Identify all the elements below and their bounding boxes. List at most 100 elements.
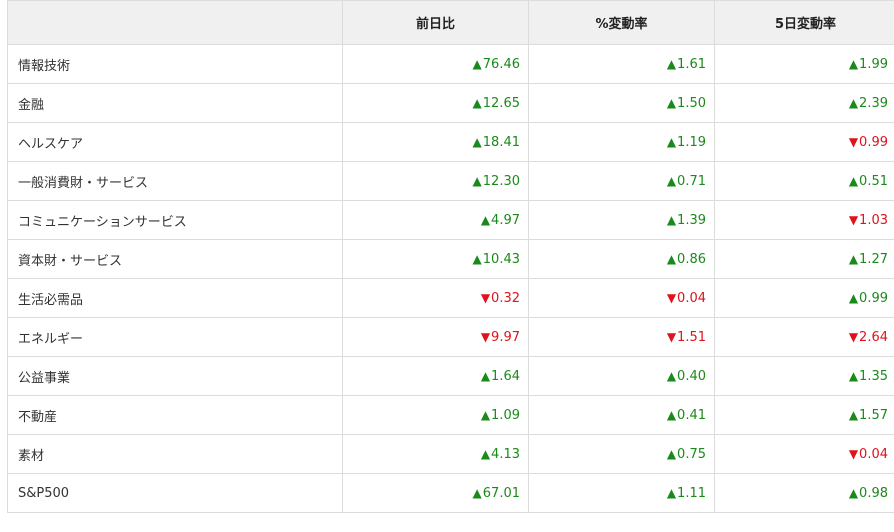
sector-name[interactable]: コミュニケーションサービス	[7, 200, 343, 240]
five-day-change-value: 0.99	[859, 290, 888, 306]
triangle-up-icon: ▲	[666, 446, 677, 461]
triangle-up-icon: ▲	[848, 290, 859, 305]
table-row[interactable]: 一般消費財・サービス ▲12.30 ▲0.71 ▲0.51	[7, 161, 894, 201]
five-day-change-value-cell: ▲1.27	[714, 239, 894, 279]
pct-change-value: 0.75	[677, 446, 706, 462]
triangle-up-icon: ▲	[666, 368, 677, 383]
table-body: 情報技術 ▲76.46 ▲1.61 ▲1.99 金融 ▲12.65 ▲1.50 ▲2.39 ヘル…	[7, 44, 894, 513]
change-value: 9.97	[491, 329, 520, 345]
triangle-up-icon: ▲	[472, 485, 482, 500]
five-day-change-value-cell: ▼0.99	[714, 122, 894, 162]
table-row[interactable]: 資本財・サービス ▲10.43 ▲0.86 ▲1.27	[7, 239, 894, 279]
triangle-up-icon: ▲	[666, 212, 677, 227]
triangle-up-icon: ▲	[666, 173, 677, 188]
triangle-up-icon: ▲	[480, 212, 491, 227]
five-day-change-value: 0.51	[859, 173, 888, 189]
change-value: 67.01	[482, 485, 520, 501]
table-row[interactable]: 情報技術 ▲76.46 ▲1.61 ▲1.99	[7, 44, 894, 84]
five-day-change-value: 0.04	[859, 446, 888, 462]
triangle-up-icon: ▲	[666, 134, 677, 149]
triangle-down-icon: ▼	[848, 134, 859, 149]
triangle-up-icon: ▲	[848, 251, 859, 266]
change-value: 18.41	[482, 134, 520, 150]
change-value-cell: ▲12.30	[342, 161, 529, 201]
five-day-change-value: 2.39	[859, 95, 888, 111]
change-value-cell: ▲12.65	[342, 83, 529, 123]
five-day-change-value: 1.27	[859, 251, 888, 267]
sector-name[interactable]: エネルギー	[7, 317, 343, 357]
pct-change-value-cell: ▲0.75	[528, 434, 715, 474]
triangle-down-icon: ▼	[480, 329, 491, 344]
sector-name[interactable]: 生活必需品	[7, 278, 343, 318]
triangle-down-icon: ▼	[848, 212, 859, 227]
change-value: 1.64	[491, 368, 520, 384]
triangle-down-icon: ▼	[848, 329, 859, 344]
header-sector	[7, 0, 343, 45]
table-row[interactable]: 不動産 ▲ 1.09 ▲0.41 ▲1.57	[7, 395, 894, 435]
five-day-change-value: 1.57	[859, 407, 888, 423]
pct-change-value-cell: ▲0.41	[528, 395, 715, 435]
sector-name[interactable]: S&P500	[7, 473, 343, 513]
pct-change-value-cell: ▲0.86	[528, 239, 715, 279]
pct-change-value-cell: ▲1.19	[528, 122, 715, 162]
change-value: 76.46	[482, 56, 520, 72]
triangle-down-icon: ▼	[666, 329, 677, 344]
change-value-cell: ▲1.64	[342, 356, 529, 396]
pct-change-value-cell: ▲0.71	[528, 161, 715, 201]
triangle-down-icon: ▼	[666, 290, 677, 305]
sector-name[interactable]: 資本財・サービス	[7, 239, 343, 279]
table-row[interactable]: エネルギー ▼9.97 ▼1.51 ▼2.64	[7, 317, 894, 357]
five-day-change-value-cell: ▲1.57	[714, 395, 894, 435]
table-row[interactable]: ヘルスケア ▲18.41 ▲1.19 ▼0.99	[7, 122, 894, 162]
pct-change-value: 0.41	[677, 407, 706, 423]
five-day-change-value: 1.35	[859, 368, 888, 384]
triangle-up-icon: ▲	[480, 368, 491, 383]
pct-change-value-cell: ▲0.40	[528, 356, 715, 396]
change-value-cell: ▼0.32	[342, 278, 529, 318]
five-day-change-value-cell: ▲0.98	[714, 473, 894, 513]
sector-table-container: 前日比 %変動率 5日変動率 情報技術 ▲76.46 ▲1.61 ▲1.99 金融 ▲12…	[7, 0, 894, 513]
change-value: 12.65	[482, 95, 520, 111]
five-day-change-value: 2.64	[859, 329, 888, 345]
five-day-change-value-cell: ▲0.51	[714, 161, 894, 201]
table-row[interactable]: S&P500 ▲67.01 ▲1.11 ▲0.98	[7, 473, 894, 513]
triangle-up-icon: ▲	[848, 407, 859, 422]
change-value: 0.32	[491, 290, 520, 306]
pct-change-value-cell: ▼0.04	[528, 278, 715, 318]
triangle-up-icon: ▲	[472, 56, 482, 71]
change-value-cell: ▲67.01	[342, 473, 529, 513]
sector-name[interactable]: 情報技術	[7, 44, 343, 84]
table-row[interactable]: 金融 ▲12.65 ▲1.50 ▲2.39	[7, 83, 894, 123]
triangle-up-icon: ▲	[848, 368, 859, 383]
pct-change-value: 0.40	[677, 368, 706, 384]
table-header-row: 前日比 %変動率 5日変動率	[7, 0, 894, 45]
header-pct-change[interactable]: %変動率	[528, 0, 715, 45]
triangle-up-icon: ▲	[472, 134, 482, 149]
table-row[interactable]: 公益事業 ▲1.64 ▲0.40 ▲1.35	[7, 356, 894, 396]
sector-name[interactable]: ヘルスケア	[7, 122, 343, 162]
five-day-change-value-cell: ▼0.04	[714, 434, 894, 474]
pct-change-value-cell: ▲1.50	[528, 83, 715, 123]
table-row[interactable]: 生活必需品 ▼0.32 ▼0.04 ▲0.99	[7, 278, 894, 318]
sector-name[interactable]: 金融	[7, 83, 343, 123]
sector-name[interactable]: 公益事業	[7, 356, 343, 396]
five-day-change-value: 1.99	[859, 56, 888, 72]
sector-name[interactable]: 素材	[7, 434, 343, 474]
pct-change-value: 1.39	[677, 212, 706, 228]
triangle-up-icon: ▲	[666, 56, 677, 71]
change-value-cell: ▲4.13	[342, 434, 529, 474]
sector-name[interactable]: 不動産	[7, 395, 343, 435]
change-value: 1.09	[491, 407, 520, 423]
pct-change-value-cell: ▲1.11	[528, 473, 715, 513]
triangle-up-icon: ▲	[472, 251, 482, 266]
triangle-up-icon: ▲	[848, 173, 859, 188]
header-five-day-change[interactable]: 5日変動率	[714, 0, 894, 45]
table-row[interactable]: コミュニケーションサービス ▲4.97 ▲1.39 ▼1.03	[7, 200, 894, 240]
sector-name[interactable]: 一般消費財・サービス	[7, 161, 343, 201]
triangle-up-icon: ▲	[848, 95, 859, 110]
change-value: 12.30	[482, 173, 520, 189]
header-change[interactable]: 前日比	[342, 0, 529, 45]
pct-change-value-cell: ▲1.39	[528, 200, 715, 240]
triangle-up-icon: ▲	[848, 485, 859, 500]
table-row[interactable]: 素材 ▲4.13 ▲0.75 ▼0.04	[7, 434, 894, 474]
